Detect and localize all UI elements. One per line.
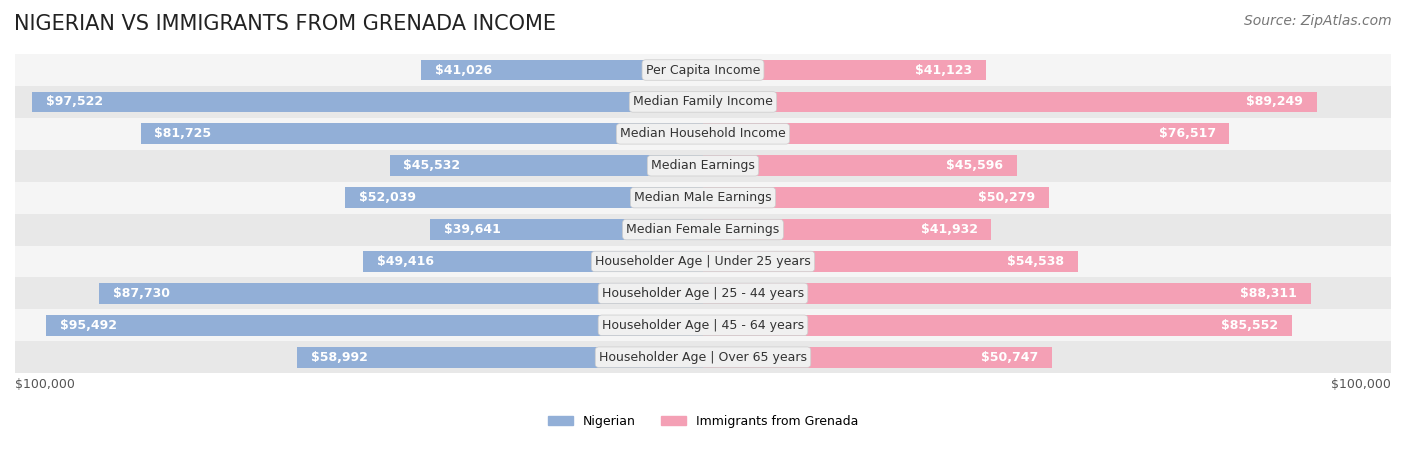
Bar — [703, 92, 1317, 112]
Bar — [703, 187, 1049, 208]
Bar — [15, 118, 1391, 150]
Text: Median Male Earnings: Median Male Earnings — [634, 191, 772, 204]
Bar — [15, 150, 1391, 182]
Bar — [15, 213, 1391, 246]
Bar — [420, 60, 703, 80]
Text: $97,522: $97,522 — [46, 95, 103, 108]
Bar — [430, 219, 703, 240]
Bar — [141, 123, 703, 144]
Text: $58,992: $58,992 — [311, 351, 368, 364]
Bar — [703, 347, 1052, 368]
Text: Householder Age | Under 25 years: Householder Age | Under 25 years — [595, 255, 811, 268]
Bar — [15, 182, 1391, 213]
Text: $100,000: $100,000 — [1331, 378, 1391, 391]
Text: Median Household Income: Median Household Income — [620, 127, 786, 141]
Text: $50,279: $50,279 — [979, 191, 1035, 204]
Text: $85,552: $85,552 — [1220, 319, 1278, 332]
Bar — [389, 156, 703, 176]
Bar — [15, 277, 1391, 309]
Bar — [703, 123, 1229, 144]
Bar — [703, 283, 1310, 304]
Legend: Nigerian, Immigrants from Grenada: Nigerian, Immigrants from Grenada — [543, 410, 863, 433]
Bar — [703, 219, 991, 240]
Text: $45,596: $45,596 — [946, 159, 1002, 172]
Bar — [703, 60, 986, 80]
Bar — [32, 92, 703, 112]
Bar — [46, 315, 703, 336]
Bar — [344, 187, 703, 208]
Text: Householder Age | 25 - 44 years: Householder Age | 25 - 44 years — [602, 287, 804, 300]
Text: $45,532: $45,532 — [404, 159, 461, 172]
Bar — [703, 315, 1292, 336]
Bar — [100, 283, 703, 304]
Bar — [15, 54, 1391, 86]
Text: $100,000: $100,000 — [15, 378, 75, 391]
Bar — [15, 246, 1391, 277]
Bar — [363, 251, 703, 272]
Text: $54,538: $54,538 — [1008, 255, 1064, 268]
Text: $50,747: $50,747 — [981, 351, 1039, 364]
Text: $49,416: $49,416 — [377, 255, 434, 268]
Bar — [703, 156, 1017, 176]
Text: $95,492: $95,492 — [60, 319, 117, 332]
Text: $41,123: $41,123 — [915, 64, 972, 77]
Text: Per Capita Income: Per Capita Income — [645, 64, 761, 77]
Bar — [297, 347, 703, 368]
Text: $52,039: $52,039 — [359, 191, 416, 204]
Text: $81,725: $81,725 — [155, 127, 212, 141]
Text: Householder Age | Over 65 years: Householder Age | Over 65 years — [599, 351, 807, 364]
Text: $87,730: $87,730 — [112, 287, 170, 300]
Text: $89,249: $89,249 — [1246, 95, 1303, 108]
Text: $88,311: $88,311 — [1240, 287, 1296, 300]
Text: $39,641: $39,641 — [444, 223, 501, 236]
Bar — [15, 341, 1391, 373]
Text: Source: ZipAtlas.com: Source: ZipAtlas.com — [1244, 14, 1392, 28]
Bar — [15, 86, 1391, 118]
Text: $76,517: $76,517 — [1159, 127, 1216, 141]
Text: $41,026: $41,026 — [434, 64, 492, 77]
Text: Median Female Earnings: Median Female Earnings — [627, 223, 779, 236]
Text: $41,932: $41,932 — [921, 223, 977, 236]
Text: NIGERIAN VS IMMIGRANTS FROM GRENADA INCOME: NIGERIAN VS IMMIGRANTS FROM GRENADA INCO… — [14, 14, 555, 34]
Bar — [703, 251, 1078, 272]
Text: Median Earnings: Median Earnings — [651, 159, 755, 172]
Text: Median Family Income: Median Family Income — [633, 95, 773, 108]
Bar — [15, 309, 1391, 341]
Text: Householder Age | 45 - 64 years: Householder Age | 45 - 64 years — [602, 319, 804, 332]
